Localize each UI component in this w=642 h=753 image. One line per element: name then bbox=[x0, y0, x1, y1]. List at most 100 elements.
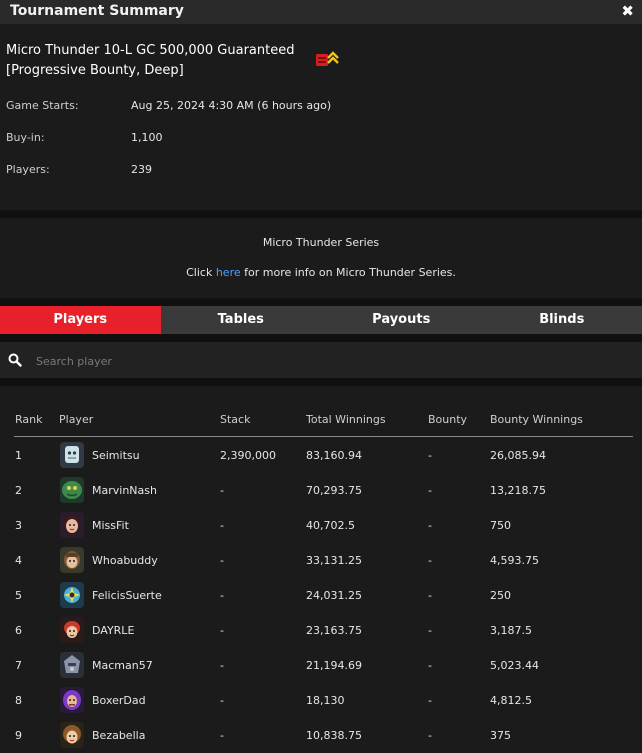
bounty-cell: - bbox=[428, 729, 432, 742]
total-winnings-cell: 18,130 bbox=[306, 694, 345, 707]
bounty-winnings-cell: 3,187.5 bbox=[490, 624, 532, 637]
divider bbox=[0, 334, 642, 342]
stack-cell: - bbox=[220, 694, 224, 707]
avatar bbox=[60, 617, 84, 643]
table-row[interactable]: 9 Bezabella - 10,838.75 - 375 bbox=[14, 718, 633, 753]
bounty-cell: - bbox=[428, 519, 432, 532]
tournament-name-line1: Micro Thunder 10-L GC 500,000 Guaranteed bbox=[6, 41, 306, 61]
tab-bar: Players Tables Payouts Blinds bbox=[0, 306, 642, 334]
player-name[interactable]: Whoabuddy bbox=[92, 554, 158, 567]
header-total-winnings[interactable]: Total Winnings bbox=[306, 413, 386, 426]
stack-cell: 2,390,000 bbox=[220, 449, 276, 462]
search-player-input[interactable] bbox=[34, 350, 598, 372]
bounty-cell: - bbox=[428, 694, 432, 707]
divider bbox=[0, 298, 642, 306]
header-bounty-winnings[interactable]: Bounty Winnings bbox=[490, 413, 583, 426]
stack-cell: - bbox=[220, 659, 224, 672]
table-row[interactable]: 2 MarvinNash - 70,293.75 - 13,218.75 bbox=[14, 473, 633, 508]
stack-cell: - bbox=[220, 484, 224, 497]
header-player[interactable]: Player bbox=[59, 413, 93, 426]
players-value: 239 bbox=[131, 163, 152, 176]
player-name[interactable]: BoxerDad bbox=[92, 694, 146, 707]
stack-cell: - bbox=[220, 589, 224, 602]
bounty-winnings-cell: 4,812.5 bbox=[490, 694, 532, 707]
total-winnings-cell: 70,293.75 bbox=[306, 484, 362, 497]
table-row[interactable]: 8 BoxerDad - 18,130 - 4,812.5 bbox=[14, 683, 633, 718]
rank-cell: 8 bbox=[15, 694, 22, 707]
player-name[interactable]: DAYRLE bbox=[92, 624, 134, 637]
avatar bbox=[60, 442, 84, 468]
total-winnings-cell: 24,031.25 bbox=[306, 589, 362, 602]
avatar bbox=[60, 547, 84, 573]
progressive-bounty-icon bbox=[314, 49, 340, 69]
table-header: Rank Player Stack Total Winnings Bounty … bbox=[14, 408, 633, 437]
stack-cell: - bbox=[220, 554, 224, 567]
buy-in-value: 1,100 bbox=[131, 131, 163, 144]
bounty-winnings-cell: 250 bbox=[490, 589, 511, 602]
series-title: Micro Thunder Series bbox=[0, 236, 642, 249]
bounty-winnings-cell: 375 bbox=[490, 729, 511, 742]
total-winnings-cell: 83,160.94 bbox=[306, 449, 362, 462]
total-winnings-cell: 23,163.75 bbox=[306, 624, 362, 637]
rank-cell: 5 bbox=[15, 589, 22, 602]
rank-cell: 7 bbox=[15, 659, 22, 672]
bounty-cell: - bbox=[428, 554, 432, 567]
tab-payouts[interactable]: Payouts bbox=[321, 306, 482, 334]
close-icon[interactable]: ✖ bbox=[621, 2, 634, 20]
stack-cell: - bbox=[220, 519, 224, 532]
table-row[interactable]: 1 Seimitsu 2,390,000 83,160.94 - 26,085.… bbox=[14, 438, 633, 473]
bounty-winnings-cell: 26,085.94 bbox=[490, 449, 546, 462]
total-winnings-cell: 33,131.25 bbox=[306, 554, 362, 567]
bounty-winnings-cell: 750 bbox=[490, 519, 511, 532]
tournament-name-line2: [Progressive Bounty, Deep] bbox=[6, 61, 306, 81]
bounty-cell: - bbox=[428, 484, 432, 497]
bounty-cell: - bbox=[428, 449, 432, 462]
header-bounty[interactable]: Bounty bbox=[428, 413, 467, 426]
table-row[interactable]: 7 Macman57 - 21,194.69 - 5,023.44 bbox=[14, 648, 633, 683]
tab-tables[interactable]: Tables bbox=[161, 306, 322, 334]
stack-cell: - bbox=[220, 729, 224, 742]
search-icon bbox=[8, 353, 22, 367]
stack-cell: - bbox=[220, 624, 224, 637]
player-name[interactable]: MissFit bbox=[92, 519, 129, 532]
table-row[interactable]: 4 Whoabuddy - 33,131.25 - 4,593.75 bbox=[14, 543, 633, 578]
series-more-info: Click here for more info on Micro Thunde… bbox=[0, 266, 642, 279]
avatar bbox=[60, 722, 84, 748]
avatar bbox=[60, 477, 84, 503]
table-row[interactable]: 3 MissFit - 40,702.5 - 750 bbox=[14, 508, 633, 543]
search-bar bbox=[0, 342, 642, 378]
bounty-winnings-cell: 5,023.44 bbox=[490, 659, 539, 672]
game-starts-label: Game Starts: bbox=[6, 99, 79, 112]
divider bbox=[0, 378, 642, 386]
game-starts-value: Aug 25, 2024 4:30 AM (6 hours ago) bbox=[131, 99, 331, 112]
rank-cell: 2 bbox=[15, 484, 22, 497]
bounty-cell: - bbox=[428, 624, 432, 637]
total-winnings-cell: 21,194.69 bbox=[306, 659, 362, 672]
bounty-cell: - bbox=[428, 659, 432, 672]
rank-cell: 1 bbox=[15, 449, 22, 462]
window-title: Tournament Summary bbox=[10, 3, 184, 19]
rank-cell: 9 bbox=[15, 729, 22, 742]
bounty-cell: - bbox=[428, 589, 432, 602]
avatar bbox=[60, 582, 84, 608]
table-row[interactable]: 5 FelicisSuerte - 24,031.25 - 250 bbox=[14, 578, 633, 613]
player-name[interactable]: Macman57 bbox=[92, 659, 153, 672]
total-winnings-cell: 10,838.75 bbox=[306, 729, 362, 742]
total-winnings-cell: 40,702.5 bbox=[306, 519, 355, 532]
player-name[interactable]: Seimitsu bbox=[92, 449, 140, 462]
header-rank[interactable]: Rank bbox=[15, 413, 42, 426]
tab-blinds[interactable]: Blinds bbox=[482, 306, 642, 334]
player-name[interactable]: Bezabella bbox=[92, 729, 145, 742]
tournament-name: Micro Thunder 10-L GC 500,000 Guaranteed… bbox=[6, 41, 306, 81]
series-info-link[interactable]: here bbox=[216, 266, 241, 279]
rank-cell: 6 bbox=[15, 624, 22, 637]
bounty-winnings-cell: 13,218.75 bbox=[490, 484, 546, 497]
rank-cell: 4 bbox=[15, 554, 22, 567]
header-stack[interactable]: Stack bbox=[220, 413, 250, 426]
table-row[interactable]: 6 DAYRLE - 23,163.75 - 3,187.5 bbox=[14, 613, 633, 648]
player-name[interactable]: FelicisSuerte bbox=[92, 589, 162, 602]
series-info: Micro Thunder Series Click here for more… bbox=[0, 218, 642, 298]
player-name[interactable]: MarvinNash bbox=[92, 484, 157, 497]
players-label: Players: bbox=[6, 163, 50, 176]
tab-players[interactable]: Players bbox=[0, 306, 161, 334]
